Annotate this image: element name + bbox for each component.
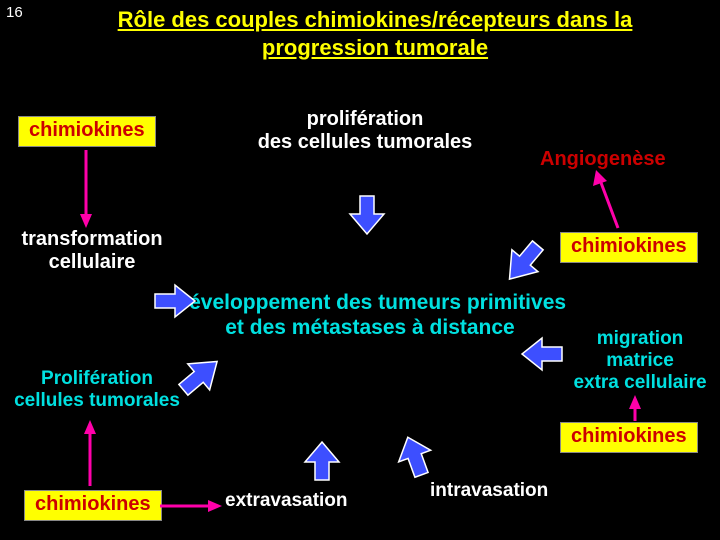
arrow-thin-3: [625, 395, 645, 425]
page-number: 16: [6, 4, 23, 21]
arrow-thin-2: [590, 170, 630, 235]
arrow-thick-diag-3: [390, 432, 440, 482]
intravasation-label: intravasation: [430, 480, 548, 502]
arrow-thick-left-1: [520, 338, 562, 370]
arrow-thick-down-1: [350, 196, 384, 236]
arrow-thin-4: [160, 496, 225, 516]
arrow-thick-diag-2: [176, 350, 226, 400]
extravasation-label: extravasation: [225, 490, 348, 512]
arrow-thick-right-1: [155, 285, 197, 317]
arrow-thin-1: [76, 150, 96, 230]
angiogenese-label: Angiogenèse: [540, 148, 666, 171]
proliferation-bl-label: Prolifération cellules tumorales: [2, 368, 192, 412]
migration-label: migration matrice extra cellulaire: [560, 328, 720, 394]
slide-title: Rôle des couples chimiokines/récepteurs …: [60, 6, 690, 61]
arrow-thick-diag-1: [498, 238, 548, 288]
transformation-label: transformation cellulaire: [2, 228, 182, 274]
arrow-thick-up-1: [305, 440, 339, 482]
center-text: Développement des tumeurs primitives et …: [170, 290, 570, 340]
arrow-thin-5: [80, 420, 100, 490]
chimiokines-box-bottom-left: chimiokines: [24, 490, 162, 521]
proliferation-label: prolifération des cellules tumorales: [235, 108, 495, 154]
chimiokines-box-right-2: chimiokines: [560, 422, 698, 453]
chimiokines-box-top-left: chimiokines: [18, 116, 156, 147]
chimiokines-box-right-1: chimiokines: [560, 232, 698, 263]
